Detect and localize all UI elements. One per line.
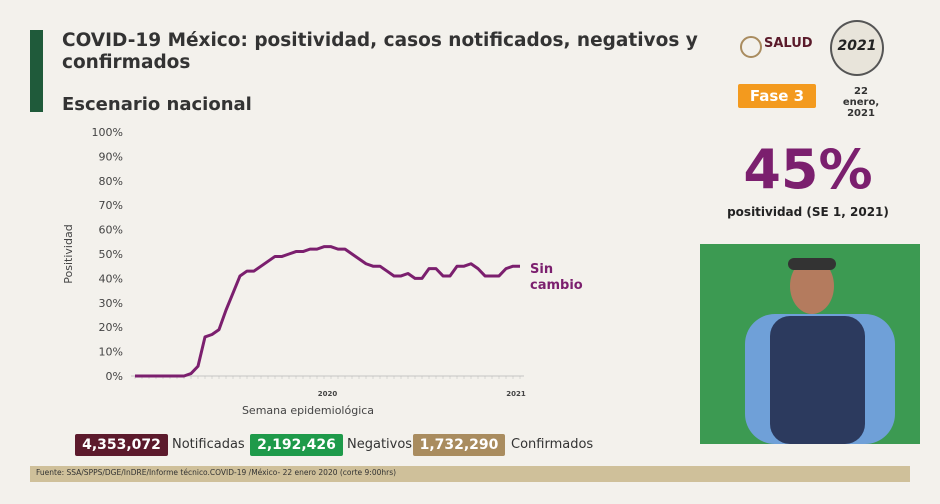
y-tick-label: 10% bbox=[99, 346, 123, 359]
x-axis-label: Semana epidemiológica bbox=[242, 404, 374, 417]
accent-bar bbox=[30, 30, 43, 112]
y-tick-label: 60% bbox=[99, 224, 123, 237]
year-logo-ring bbox=[830, 20, 884, 76]
y-axis-label: Positividad bbox=[62, 224, 75, 283]
title: COVID-19 México: positividad, casos noti… bbox=[62, 30, 698, 73]
salud-emblem bbox=[740, 36, 762, 58]
footer-bar bbox=[30, 466, 910, 482]
phase-badge: Fase 3 bbox=[738, 84, 816, 108]
year-label: 2021 bbox=[506, 390, 526, 398]
line bbox=[135, 245, 520, 378]
source: Fuente: SSA/SPPS/DGE/InDRE/Informe técni… bbox=[36, 468, 397, 477]
subtitle: Escenario nacional bbox=[62, 94, 252, 115]
y-tick-label: 50% bbox=[99, 248, 123, 261]
annotation: Sin cambio bbox=[530, 262, 583, 293]
y-tick-label: 30% bbox=[99, 297, 123, 310]
stat-label: Confirmados bbox=[511, 437, 594, 452]
interpreter-video bbox=[700, 244, 920, 444]
year-logo: 2021 bbox=[837, 38, 877, 54]
y-tick-label: 0% bbox=[106, 370, 123, 383]
year-label: 2020 bbox=[318, 390, 338, 398]
positivity-caption: positividad (SE 1, 2021) bbox=[727, 205, 889, 219]
y-tick-label: 90% bbox=[99, 150, 123, 163]
stat-value: 2,192,426 bbox=[250, 434, 343, 456]
y-tick-label: 100% bbox=[92, 126, 123, 139]
stat-label: Negativos bbox=[347, 437, 413, 452]
y-tick-label: 40% bbox=[99, 272, 123, 285]
stat-label: Notificadas bbox=[172, 437, 245, 452]
salud-logo: SALUD bbox=[764, 36, 813, 51]
y-tick-label: 20% bbox=[99, 321, 123, 334]
positivity-value: 45% bbox=[743, 138, 873, 201]
stat-value: 4,353,072 bbox=[75, 434, 168, 456]
date: 22 enero, 2021 bbox=[842, 86, 880, 119]
y-tick-label: 70% bbox=[99, 199, 123, 212]
y-tick-label: 80% bbox=[99, 175, 123, 188]
stat-value: 1,732,290 bbox=[413, 434, 505, 456]
